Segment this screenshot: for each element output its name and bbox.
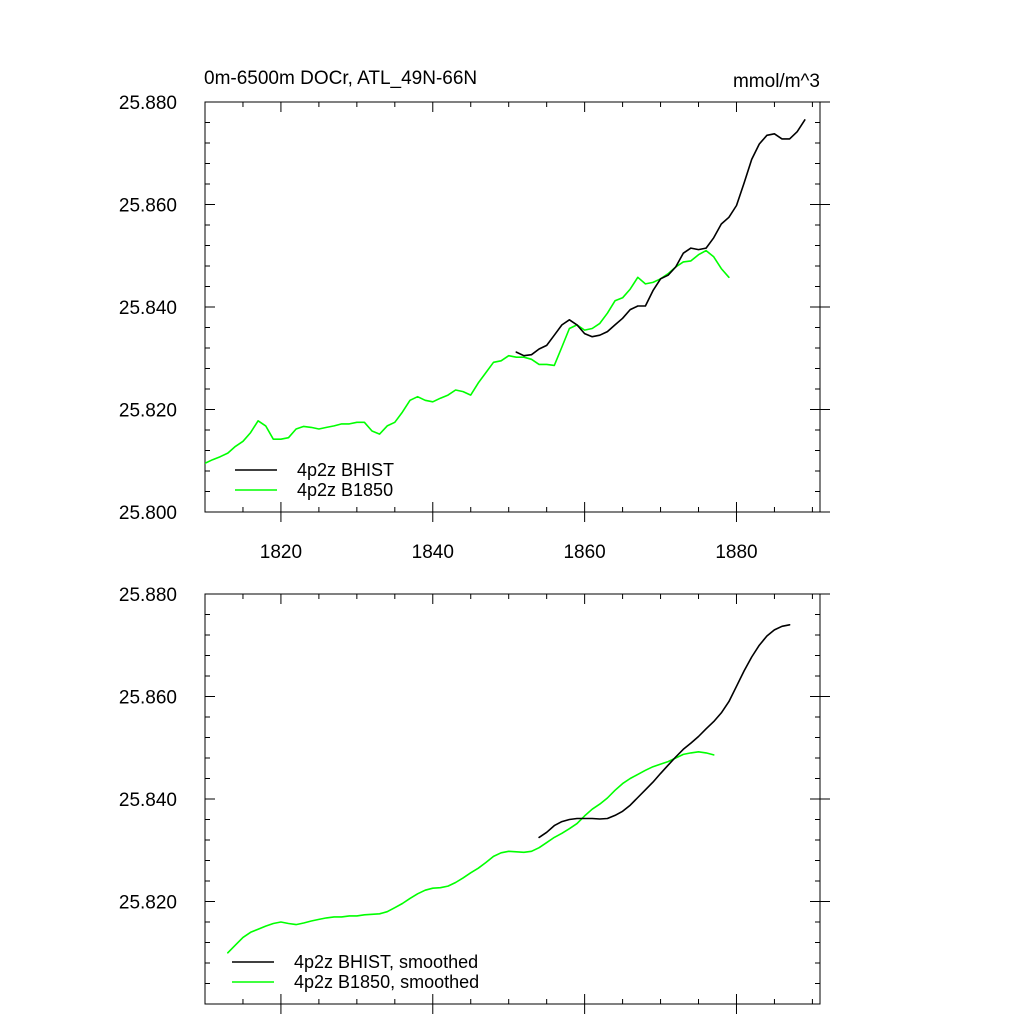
y-tick-label: 25.880 <box>119 93 177 114</box>
legend-label: 4p2z BHIST, smoothed <box>294 952 478 972</box>
series-group <box>205 119 806 465</box>
y-tick-label: 25.860 <box>119 688 177 709</box>
series-group <box>227 623 791 954</box>
y-tick-label: 25.840 <box>119 790 177 811</box>
y-tick-label: 25.820 <box>119 893 177 914</box>
units-label: mmol/m^3 <box>733 71 820 92</box>
x-tick-label: 1820 <box>260 542 302 563</box>
series-line-black <box>515 119 806 357</box>
y-tick-label: 25.860 <box>119 196 177 217</box>
chart-panel-bottom: 25.820 25.840 25.860 25.880 4p2z BHIST, smoo… <box>119 585 830 1014</box>
series-line-black <box>538 623 791 839</box>
x-tick-label: 1860 <box>563 542 605 563</box>
y-tick-label: 25.800 <box>119 503 177 524</box>
legend-label: 4p2z B1850 <box>297 480 393 500</box>
series-line-green <box>227 750 715 954</box>
y-tick-label: 25.820 <box>119 401 177 422</box>
chart-panel-top: 0m-6500m DOCr, ATL_49N-66N mmol/m^3 1820… <box>119 68 830 563</box>
x-tick-label: 1880 <box>715 542 757 563</box>
chart-title: 0m-6500m DOCr, ATL_49N-66N <box>204 68 477 89</box>
y-tick-label: 25.880 <box>119 585 177 606</box>
x-tick-label: 1840 <box>412 542 454 563</box>
series-line-green <box>205 249 730 465</box>
legend-label: 4p2z BHIST <box>297 460 394 480</box>
legend-label: 4p2z B1850, smoothed <box>294 972 479 992</box>
y-tick-label: 25.840 <box>119 298 177 319</box>
